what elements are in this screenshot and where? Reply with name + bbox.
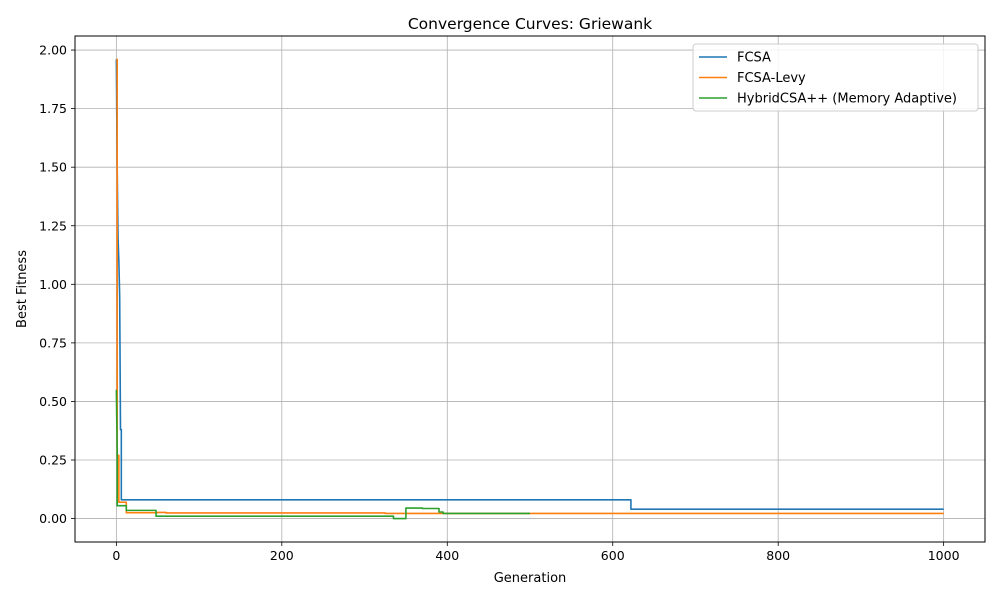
series-line: [115, 389, 530, 520]
y-tick-label: 1.75: [39, 101, 67, 116]
y-axis: 0.00 0.25 0.50 0.75 1.00 1.25 1.50 1.75 2.00: [39, 43, 75, 526]
x-tick-label: 1000: [928, 548, 960, 563]
y-tick-label: 2.00: [39, 43, 67, 58]
grid: [75, 36, 985, 542]
y-tick-label: 1.25: [39, 218, 67, 233]
x-axis: 0 200 400 600 800 1000: [112, 542, 960, 563]
x-tick-label: 800: [766, 548, 790, 563]
series-line: [116, 58, 944, 515]
y-axis-label: Best Fitness: [15, 250, 30, 328]
plot-frame: [74, 35, 986, 543]
legend-box: [692, 43, 979, 112]
y-tick-label: 0.75: [39, 335, 67, 350]
chart-title: Convergence Curves: Griewank: [408, 15, 652, 33]
legend: FCSA FCSA-Levy HybridCSA++ (Memory Adaptiv…: [692, 43, 979, 112]
y-tick-label: 0.00: [39, 511, 67, 526]
y-tick-label: 1.50: [39, 160, 67, 175]
y-tick-label: 1.00: [39, 277, 67, 292]
y-tick-label: 0.25: [39, 453, 67, 468]
legend-label: HybridCSA++ (Memory Adaptive): [737, 92, 957, 107]
x-tick-label: 0: [112, 548, 120, 563]
legend-label: FCSA-Levy: [737, 71, 806, 86]
x-tick-label: 600: [601, 548, 625, 563]
x-axis-label: Generation: [494, 571, 567, 586]
y-tick-label: 0.50: [39, 394, 67, 409]
x-tick-label: 400: [435, 548, 459, 563]
series-lines: [115, 58, 944, 520]
x-tick-label: 200: [270, 548, 294, 563]
legend-label: FCSA: [737, 51, 771, 66]
